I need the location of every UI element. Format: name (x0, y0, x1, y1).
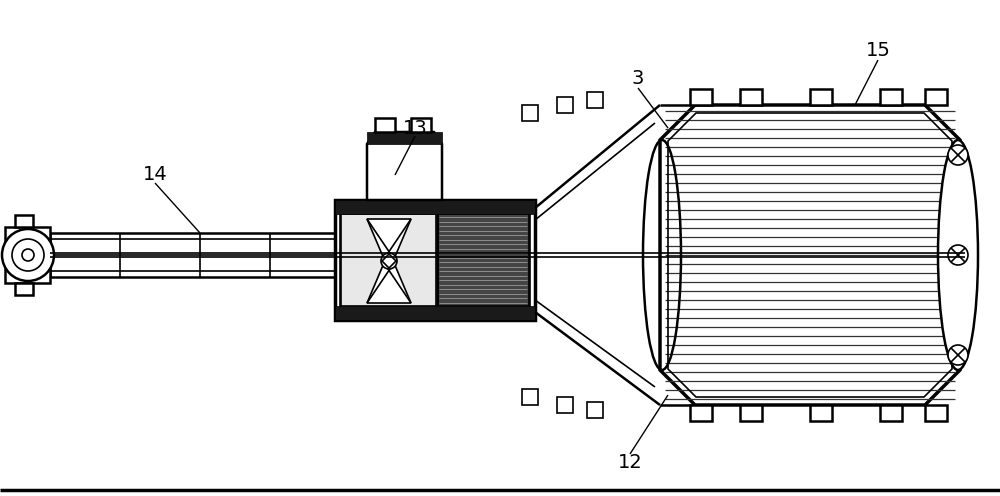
Polygon shape (660, 105, 960, 405)
Bar (690, 89, 712, 105)
Circle shape (948, 245, 968, 265)
Text: 13: 13 (403, 119, 427, 137)
Bar (740, 89, 762, 105)
Circle shape (381, 253, 397, 269)
Ellipse shape (938, 140, 978, 370)
Bar (335, 200, 535, 320)
Bar (522, 389, 538, 405)
Bar (557, 97, 573, 113)
Bar (15, 215, 33, 227)
Bar (587, 92, 603, 108)
Bar (690, 405, 712, 421)
Circle shape (948, 345, 968, 365)
Text: 14: 14 (143, 166, 167, 185)
Text: 15: 15 (866, 41, 890, 60)
Bar (340, 205, 530, 315)
Bar (367, 132, 442, 144)
Bar (15, 283, 33, 295)
Bar (335, 306, 535, 320)
Bar (925, 405, 947, 421)
Bar (925, 89, 947, 105)
Circle shape (948, 145, 968, 165)
Polygon shape (382, 254, 396, 268)
Bar (411, 118, 431, 132)
Bar (880, 89, 902, 105)
Bar (587, 402, 603, 418)
Bar (810, 89, 832, 105)
Bar (740, 405, 762, 421)
Bar (880, 405, 902, 421)
Bar (375, 118, 395, 132)
Polygon shape (367, 132, 442, 200)
Text: 3: 3 (632, 68, 644, 87)
Bar (335, 200, 535, 214)
Bar (50, 233, 335, 277)
Bar (438, 214, 529, 306)
Text: 12: 12 (618, 452, 642, 472)
Bar (522, 105, 538, 121)
Circle shape (22, 249, 34, 261)
Bar (5, 227, 50, 283)
Circle shape (12, 239, 44, 271)
Bar (341, 214, 436, 306)
Polygon shape (367, 219, 411, 303)
Bar (557, 397, 573, 413)
Circle shape (2, 229, 54, 281)
Bar (810, 405, 832, 421)
